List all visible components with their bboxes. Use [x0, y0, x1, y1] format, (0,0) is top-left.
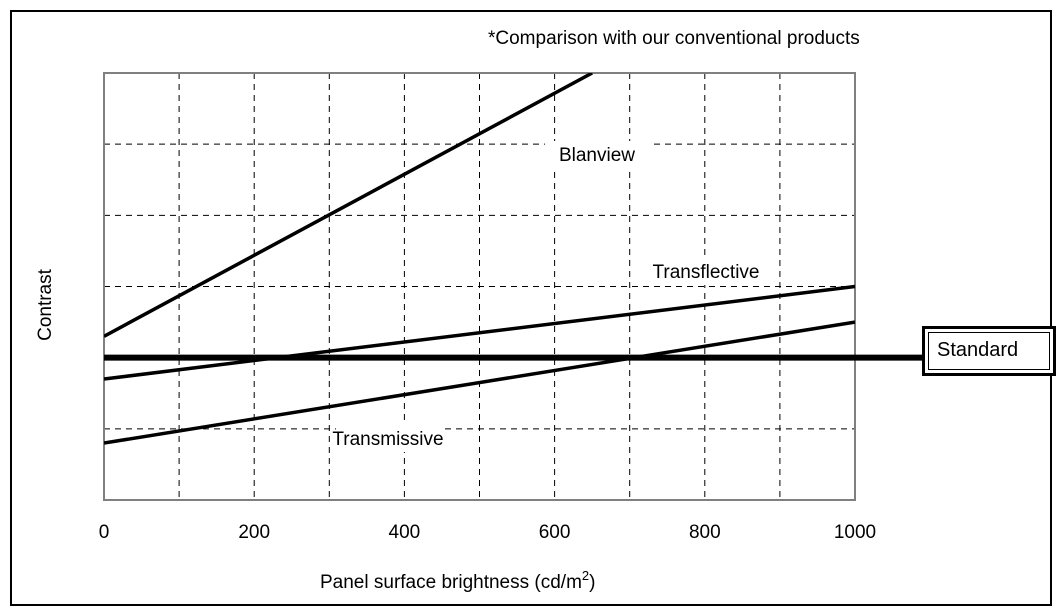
x-tick-label: 1000 [834, 522, 876, 543]
x-tick-label: 400 [389, 522, 421, 543]
x-axis-label-superscript: 2 [581, 568, 590, 584]
series-label-background [336, 425, 440, 452]
x-axis-label-suffix: ) [589, 572, 596, 593]
series-label-background [654, 258, 758, 285]
x-axis-label-text: Panel surface brightness (cd/m [320, 572, 582, 593]
x-axis-label: Panel surface brightness (cd/m2) [320, 569, 596, 594]
series-label-blanview: Blanview [559, 145, 635, 166]
x-tick-label: 600 [539, 522, 571, 543]
series-line-transflective [104, 284, 855, 381]
series-line-blanview [104, 73, 593, 338]
series-label-transflective: Transflective [653, 262, 760, 283]
series-label-background [545, 141, 649, 168]
standard-label: Standard [928, 332, 1050, 370]
x-tick-label: 200 [238, 522, 270, 543]
x-tick-label: 800 [689, 522, 721, 543]
y-axis-label: Contrast [35, 269, 56, 341]
comparison-note: *Comparison with our conventional produc… [488, 28, 860, 49]
standard-label-box: Standard [922, 326, 1056, 376]
x-tick-label: 0 [99, 522, 110, 543]
series-line-transmissive [104, 320, 855, 445]
series-label-transmissive: Transmissive [332, 429, 443, 450]
